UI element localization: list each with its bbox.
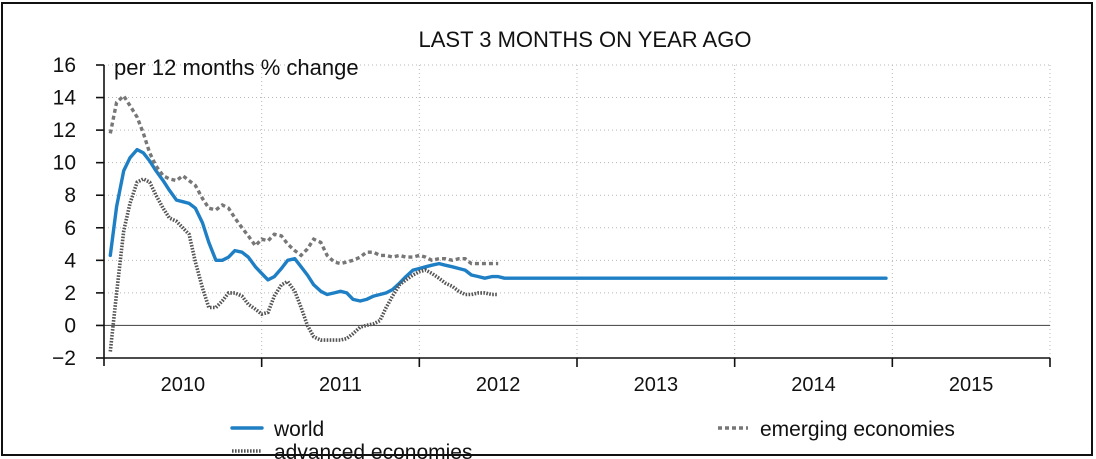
axis-layer: −2 0 2 4 6 8 10 12 14 16 2010 2011 2012 2013 2014 2015 (52, 54, 1051, 396)
series-layer (108, 93, 888, 352)
y-tick-label: 2 (64, 282, 76, 305)
y-tick-label: 8 (64, 184, 76, 207)
y-tick-label: 0 (64, 314, 76, 337)
chart-title: LAST 3 MONTHS ON YEAR AGO (419, 27, 752, 52)
grid-layer (104, 64, 1051, 359)
legend: world emerging economies advanced economie… (230, 418, 955, 459)
legend-label-emerging-economies: emerging economies (760, 418, 955, 441)
y-tick-label: 16 (53, 54, 76, 77)
x-tick-label: 2012 (476, 374, 521, 396)
label-layer: LAST 3 MONTHS ON YEAR AGO per 12 months … (114, 27, 751, 80)
y-tick-label: 10 (53, 152, 76, 175)
y-axis-label: per 12 months % change (114, 55, 359, 80)
x-tick-label: 2013 (634, 374, 679, 396)
legend-label-world: world (273, 418, 324, 441)
x-tick-label: 2015 (949, 374, 994, 396)
y-tick-label: 6 (64, 217, 76, 240)
series-line-world (108, 147, 888, 303)
series-line-emerging-economies (108, 93, 499, 266)
y-tick-label: 14 (53, 87, 77, 110)
y-tick-label: 12 (53, 119, 76, 142)
legend-label-advanced-economies: advanced economies (274, 441, 472, 459)
y-tick-label: −2 (52, 347, 76, 370)
x-tick-label: 2014 (791, 374, 836, 396)
x-tick-label: 2010 (161, 374, 206, 396)
x-tick-label: 2011 (319, 374, 362, 396)
series-line-advanced-economies (108, 176, 499, 352)
y-tick-label: 4 (64, 249, 76, 272)
